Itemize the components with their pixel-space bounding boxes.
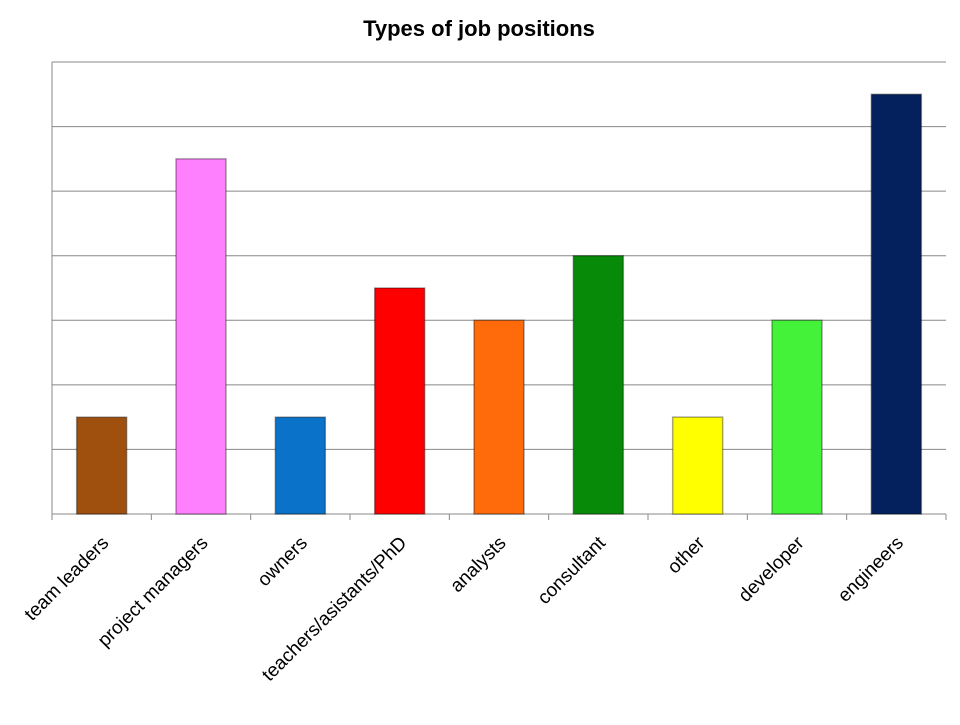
x-tick-label: analysts — [446, 533, 510, 597]
bar — [671, 416, 724, 515]
bar — [572, 254, 625, 515]
bar — [175, 158, 227, 515]
chart-title: Types of job positions — [363, 16, 595, 41]
x-tick-label: developer — [735, 532, 809, 606]
bar — [870, 93, 923, 515]
x-tick-label: team leaders — [21, 533, 114, 626]
x-tick-label: consultant — [534, 532, 611, 609]
bar — [75, 416, 128, 515]
x-tick-label: owners — [254, 533, 312, 591]
x-tick-label: other — [664, 532, 710, 578]
bar — [274, 416, 327, 515]
bar — [473, 319, 525, 515]
bar — [771, 319, 823, 515]
x-tick-label: engineers — [834, 533, 908, 607]
bar — [373, 287, 426, 515]
x-tick-label: project managers — [94, 533, 213, 652]
